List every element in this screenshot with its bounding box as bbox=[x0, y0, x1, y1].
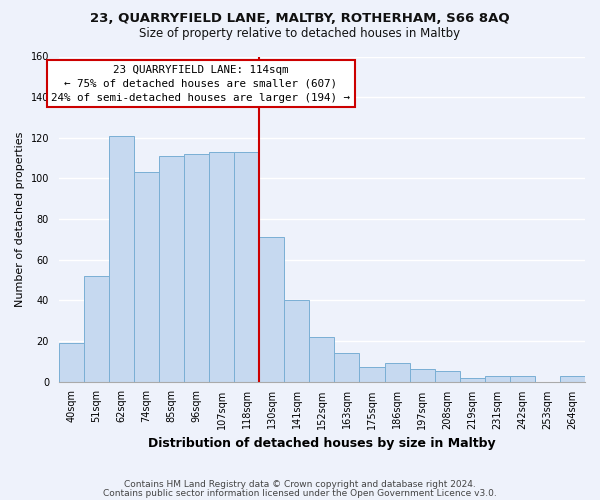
Bar bbox=[284, 300, 310, 382]
Text: 23, QUARRYFIELD LANE, MALTBY, ROTHERHAM, S66 8AQ: 23, QUARRYFIELD LANE, MALTBY, ROTHERHAM,… bbox=[90, 12, 510, 26]
Bar bbox=[84, 276, 109, 382]
Bar bbox=[234, 152, 259, 382]
Bar bbox=[410, 370, 434, 382]
Bar bbox=[385, 364, 410, 382]
X-axis label: Distribution of detached houses by size in Maltby: Distribution of detached houses by size … bbox=[148, 437, 496, 450]
Bar bbox=[134, 172, 159, 382]
Bar bbox=[434, 372, 460, 382]
Text: Contains public sector information licensed under the Open Government Licence v3: Contains public sector information licen… bbox=[103, 488, 497, 498]
Text: 23 QUARRYFIELD LANE: 114sqm
← 75% of detached houses are smaller (607)
24% of se: 23 QUARRYFIELD LANE: 114sqm ← 75% of det… bbox=[52, 64, 350, 102]
Bar bbox=[209, 152, 234, 382]
Bar bbox=[359, 368, 385, 382]
Bar bbox=[159, 156, 184, 382]
Bar bbox=[460, 378, 485, 382]
Bar bbox=[510, 376, 535, 382]
Text: Contains HM Land Registry data © Crown copyright and database right 2024.: Contains HM Land Registry data © Crown c… bbox=[124, 480, 476, 489]
Bar bbox=[184, 154, 209, 382]
Bar bbox=[59, 343, 84, 382]
Bar bbox=[560, 376, 585, 382]
Bar bbox=[259, 238, 284, 382]
Bar bbox=[334, 353, 359, 382]
Bar bbox=[310, 337, 334, 382]
Text: Size of property relative to detached houses in Maltby: Size of property relative to detached ho… bbox=[139, 28, 461, 40]
Bar bbox=[485, 376, 510, 382]
Y-axis label: Number of detached properties: Number of detached properties bbox=[15, 132, 25, 307]
Bar bbox=[109, 136, 134, 382]
